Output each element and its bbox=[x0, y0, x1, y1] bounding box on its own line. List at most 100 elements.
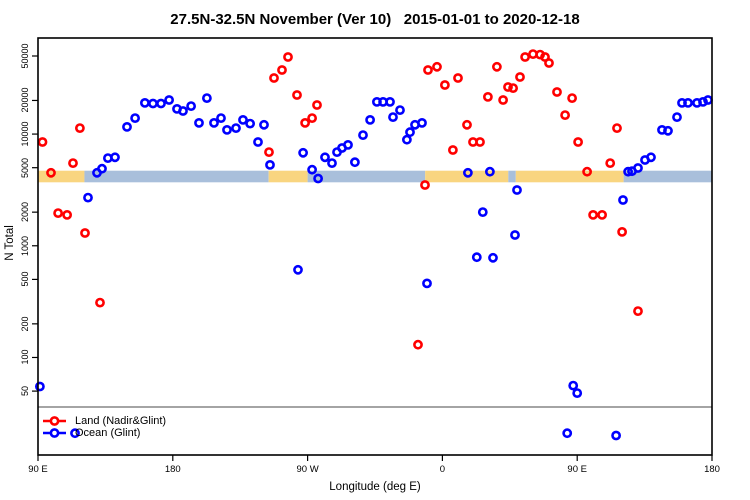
data-point-land bbox=[75, 123, 85, 134]
band-segment-ocean bbox=[623, 170, 712, 183]
data-point-land bbox=[520, 52, 530, 62]
band-segment-land bbox=[268, 170, 308, 183]
data-point-land bbox=[503, 82, 513, 92]
data-point-ocean bbox=[298, 147, 308, 158]
data-point-ocean bbox=[572, 388, 583, 398]
data-point-ocean bbox=[293, 264, 303, 275]
axis-ticks bbox=[32, 55, 713, 461]
x-axis-label: Longitude (deg E) bbox=[329, 481, 421, 493]
data-point-ocean bbox=[130, 113, 140, 123]
data-point-land bbox=[269, 73, 279, 83]
x-tick-label: 180 bbox=[164, 464, 181, 475]
data-point-ocean bbox=[462, 167, 473, 178]
data-point-ocean bbox=[568, 380, 579, 391]
data-point-ocean bbox=[313, 173, 323, 184]
x-tick-label: 0 bbox=[439, 464, 446, 475]
data-point-land bbox=[413, 339, 423, 350]
data-point-ocean bbox=[122, 122, 132, 132]
x-tick-label: 90 E bbox=[567, 464, 587, 475]
data-point-ocean bbox=[646, 152, 656, 163]
y-tick-label: 100 bbox=[20, 349, 30, 365]
data-point-ocean bbox=[510, 230, 520, 240]
data-point-ocean bbox=[343, 139, 353, 150]
data-point-land bbox=[498, 95, 508, 105]
band-segment-ocean bbox=[84, 170, 269, 183]
data-point-ocean bbox=[164, 95, 174, 105]
data-point-ocean bbox=[216, 113, 226, 123]
data-point-ocean bbox=[488, 252, 498, 263]
data-point-land bbox=[552, 87, 562, 97]
data-point-land bbox=[508, 83, 518, 93]
y-tick-label: 2000 bbox=[20, 202, 30, 223]
data-point-land bbox=[420, 180, 430, 190]
data-point-ocean bbox=[611, 430, 621, 441]
data-point-ocean bbox=[618, 195, 628, 205]
data-point-ocean bbox=[209, 118, 219, 128]
data-point-ocean bbox=[327, 158, 337, 168]
y-tick-label: 200 bbox=[20, 316, 30, 332]
data-point-ocean bbox=[672, 112, 682, 122]
data-point-ocean bbox=[512, 185, 522, 195]
data-point-land bbox=[277, 65, 287, 75]
data-point-ocean bbox=[358, 130, 368, 140]
data-point-land bbox=[453, 73, 463, 83]
legend-marker-land bbox=[49, 416, 60, 426]
data-point-ocean bbox=[222, 124, 232, 135]
data-point-ocean bbox=[484, 166, 495, 177]
data-point-ocean bbox=[70, 428, 80, 439]
data-point-land bbox=[283, 52, 293, 62]
data-point-ocean bbox=[633, 163, 643, 173]
data-point-ocean bbox=[201, 93, 212, 103]
y-tick-label: 10000 bbox=[20, 121, 30, 147]
data-point-ocean bbox=[395, 105, 405, 115]
data-point-ocean bbox=[405, 127, 415, 138]
y-tick-label: 50000 bbox=[20, 43, 30, 69]
data-point-land bbox=[307, 113, 317, 123]
data-point-land bbox=[300, 118, 310, 128]
y-tick-label: 1000 bbox=[20, 235, 30, 256]
data-point-land bbox=[612, 123, 622, 134]
data-point-land bbox=[80, 228, 90, 238]
data-point-ocean bbox=[238, 115, 248, 125]
y-tick-label: 5000 bbox=[20, 157, 30, 178]
data-point-land bbox=[292, 90, 302, 100]
data-point-land bbox=[567, 93, 577, 103]
data-point-land bbox=[312, 100, 322, 110]
data-point-ocean bbox=[178, 106, 188, 116]
legend-marker-ocean bbox=[49, 428, 60, 438]
data-point-ocean bbox=[703, 95, 713, 105]
data-point-land bbox=[46, 167, 56, 178]
data-point-land bbox=[447, 145, 458, 155]
data-point-ocean bbox=[422, 278, 432, 289]
data-point-land bbox=[597, 209, 607, 220]
data-point-ocean bbox=[110, 152, 120, 163]
legend-label-ocean: Ocean (Glint) bbox=[75, 427, 141, 439]
data-point-ocean bbox=[388, 112, 398, 122]
data-point-ocean bbox=[562, 428, 573, 439]
data-point-ocean bbox=[349, 157, 360, 168]
y-tick-label: 500 bbox=[20, 271, 30, 287]
data-point-land bbox=[462, 119, 472, 130]
data-point-land bbox=[573, 137, 583, 147]
band-segment-land bbox=[515, 170, 624, 183]
x-tick-label: 90 E bbox=[28, 464, 48, 475]
data-point-land bbox=[432, 61, 442, 72]
data-point-land bbox=[515, 72, 525, 82]
data-point-land bbox=[605, 158, 616, 168]
data-point-ocean bbox=[663, 125, 673, 136]
data-point-ocean bbox=[97, 163, 107, 174]
data-point-land bbox=[264, 147, 274, 157]
data-point-land bbox=[617, 226, 627, 237]
legend-label-land: Land (Nadir&Glint) bbox=[75, 415, 167, 427]
data-point-land bbox=[95, 297, 105, 308]
data-point-land bbox=[439, 80, 450, 90]
data-point-ocean bbox=[385, 97, 395, 107]
data-point-ocean bbox=[231, 123, 241, 134]
data-point-ocean bbox=[35, 381, 45, 392]
data-point-ocean bbox=[83, 192, 93, 203]
data-point-ocean bbox=[401, 134, 412, 145]
data-point-ocean bbox=[698, 97, 708, 107]
band-segment-ocean bbox=[508, 170, 516, 183]
data-point-land bbox=[37, 137, 48, 147]
